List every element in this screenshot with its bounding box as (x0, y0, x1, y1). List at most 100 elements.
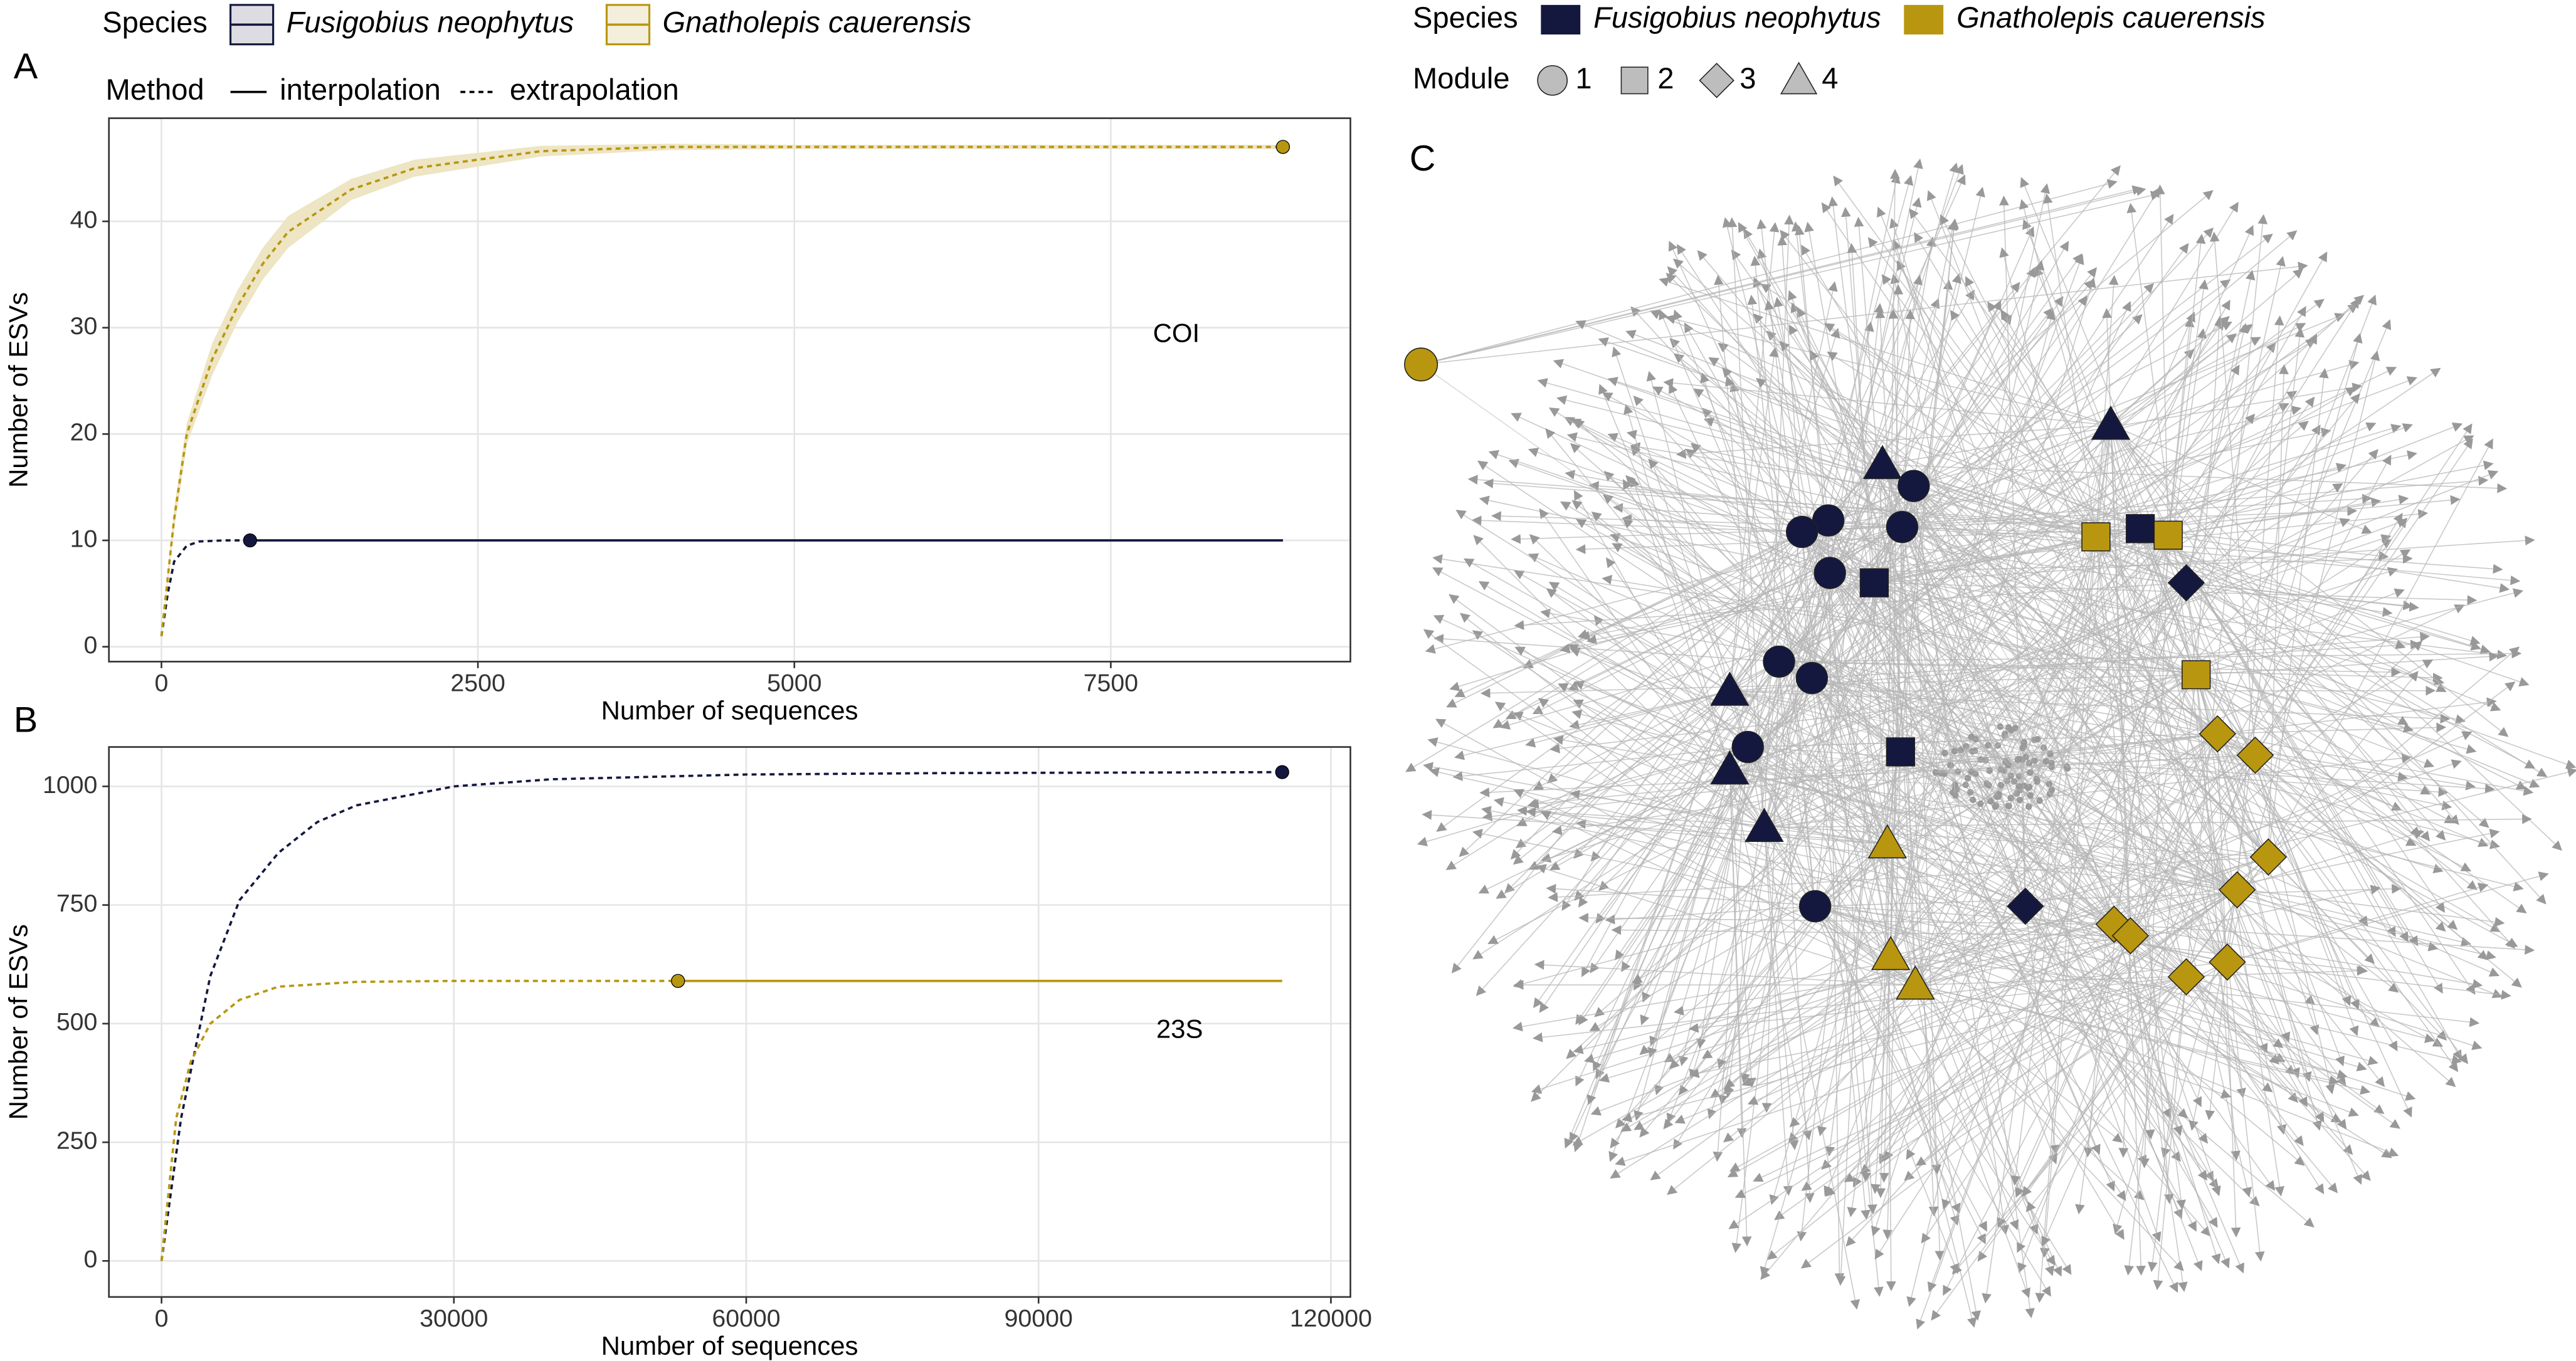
edge (1729, 769, 2020, 791)
edge (2096, 387, 2357, 538)
edge (2254, 755, 2335, 1095)
edge (1764, 796, 1997, 828)
edge (2185, 582, 2420, 838)
edge (1763, 162, 1959, 828)
edge (2168, 535, 2443, 994)
edge (2019, 199, 2228, 962)
y-tick-label: 40 (70, 206, 98, 233)
network-node (2199, 715, 2236, 753)
network-node (2209, 943, 2246, 981)
edge (1914, 298, 2360, 985)
legend-title: Species (102, 6, 208, 39)
y-axis-title: Number of ESVs (3, 924, 33, 1120)
edge (2008, 582, 2187, 807)
edge (1548, 856, 2269, 902)
edge (2185, 582, 2462, 1061)
annotation: COI (1153, 318, 1200, 347)
edge (1812, 677, 2025, 743)
edge (2113, 641, 2423, 925)
legend-label: 3 (1739, 61, 1756, 95)
edge (2185, 582, 2359, 1036)
edge (1472, 630, 1765, 828)
edge (2196, 588, 2524, 676)
edge (1591, 511, 2131, 937)
edge (1517, 806, 2269, 858)
edge (1689, 976, 2187, 1078)
x-tick-label: 90000 (1005, 1305, 1073, 1332)
edge (1729, 769, 2439, 952)
edge (2188, 890, 2238, 1131)
network-node (2111, 917, 2150, 955)
network-edges (1405, 158, 2576, 1330)
edge (1532, 961, 2228, 1043)
edge (1764, 300, 1891, 956)
edge (1887, 843, 2125, 1240)
edge (2196, 651, 2499, 676)
edge (1472, 528, 2141, 960)
edge (1779, 648, 2522, 663)
legend-title: Module (1413, 61, 1510, 95)
y-tick-label: 0 (84, 631, 98, 659)
network-node (2218, 871, 2256, 909)
edge (2049, 755, 2256, 795)
edge (2205, 962, 2228, 1121)
edge (1931, 856, 2269, 1321)
edge (1815, 905, 2123, 1143)
plot-panel (108, 747, 1351, 1297)
edge (1763, 187, 2160, 828)
edge (1764, 753, 2412, 828)
edge (1914, 985, 2030, 1298)
network-node (2249, 838, 2288, 876)
edge (1479, 495, 1830, 574)
edge (1812, 677, 2067, 767)
edge (1609, 533, 2256, 756)
legend-key (1537, 65, 1568, 96)
edge (1540, 608, 2218, 735)
edge (1900, 254, 2084, 752)
edge (1574, 418, 2187, 977)
edge (1890, 260, 2045, 956)
edge (1763, 266, 2035, 828)
edge (1801, 244, 2228, 963)
edge (1605, 905, 1815, 925)
edge (1913, 485, 2012, 799)
hub-node (1985, 782, 1992, 789)
edge (1659, 309, 1888, 844)
edge (1753, 976, 2187, 1182)
edge (2110, 323, 2306, 426)
edge (1801, 889, 2238, 1191)
edge (1914, 306, 2306, 985)
edge (1965, 276, 2269, 858)
edge (2254, 755, 2352, 1007)
edge (2168, 534, 2510, 593)
edge (2254, 755, 2458, 930)
plot-border (108, 117, 1351, 663)
edge (1956, 789, 2114, 925)
legend-key (1780, 61, 1818, 95)
edge (1622, 976, 2187, 1123)
edge (1533, 661, 1780, 790)
edge (2168, 251, 2328, 536)
edge (1788, 674, 2197, 1143)
hub-node (2047, 750, 2054, 758)
edge (1598, 337, 2168, 536)
x-tick-label: 2500 (450, 669, 505, 696)
edge (2004, 674, 2197, 737)
series-line (160, 770, 1282, 1261)
edge (2016, 425, 2111, 794)
edge (2029, 535, 2169, 764)
edge (1914, 224, 2254, 985)
edge (1982, 425, 2111, 1304)
edge (2130, 935, 2188, 1293)
edge (1592, 769, 1731, 1072)
edge (1889, 218, 2115, 925)
edge (1760, 733, 2218, 1280)
edge (2124, 675, 2197, 1276)
legend-title: Species (1413, 1, 1518, 34)
edge (1564, 417, 1875, 584)
edge (1568, 644, 2187, 977)
edge (2130, 935, 2221, 1197)
edge (1674, 889, 2237, 1124)
edge (2195, 674, 2431, 795)
edge (1558, 683, 2026, 907)
